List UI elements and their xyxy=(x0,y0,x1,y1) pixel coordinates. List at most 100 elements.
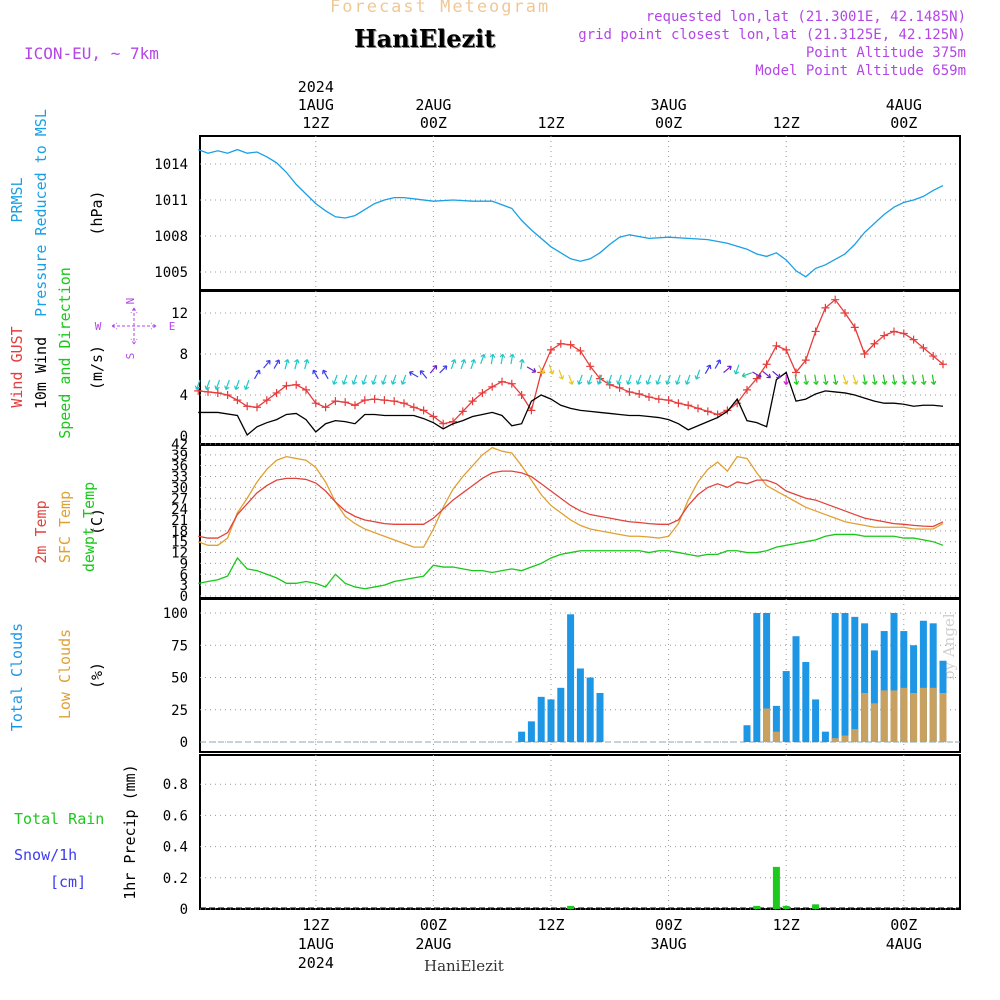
gust-line-marker xyxy=(400,399,408,408)
total-cloud-bar xyxy=(518,731,526,742)
model-label: ICON-EU, ~ 7km xyxy=(24,44,159,63)
gust-line-marker xyxy=(792,368,800,377)
total-cloud-bar xyxy=(576,668,584,742)
gust-line-marker xyxy=(380,396,389,405)
gust-line-marker xyxy=(782,345,791,354)
total-cloud-bar xyxy=(792,636,800,742)
wind-direction-arrow xyxy=(626,374,632,385)
total-cloud-bar xyxy=(890,613,898,742)
y-tick-label: 12 xyxy=(171,306,188,322)
wind-direction-arrow xyxy=(568,374,574,385)
wind-direction-arrow xyxy=(408,370,419,378)
y-tick-label: 39 xyxy=(171,448,188,464)
wind-direction-arrow xyxy=(793,374,800,385)
gust-line-marker xyxy=(233,396,242,405)
bottom-time-label: 3AUG xyxy=(651,935,687,953)
panel-frame-4 xyxy=(199,598,961,753)
dewpoint-line xyxy=(198,533,944,590)
wind-direction-arrow xyxy=(871,374,878,385)
low-cloud-bar xyxy=(900,687,908,742)
gust-line-marker xyxy=(919,343,928,352)
wind-direction-arrow xyxy=(253,369,261,380)
gust-line-marker xyxy=(517,391,526,399)
wind10m-label: 10m Wind xyxy=(32,337,50,409)
dewpt-label: dewpt Temp xyxy=(80,482,98,572)
panel-frame-5 xyxy=(199,754,961,910)
y-axis-label: (C) xyxy=(88,508,106,535)
bottom-time-label: 12Z xyxy=(302,916,329,934)
wind-direction-arrow xyxy=(558,369,565,380)
wind-direction-arrow xyxy=(470,359,476,370)
low-cloud-bar xyxy=(890,690,898,742)
wind-direction-arrow xyxy=(294,358,300,370)
top-time-label: 1AUG xyxy=(298,96,334,114)
top-time-label: 3AUG xyxy=(651,96,687,114)
y-tick-label: 1014 xyxy=(154,157,188,173)
gust-line-marker xyxy=(498,377,506,386)
wind-direction-arrow xyxy=(920,374,927,385)
total-clouds-label: Total Clouds xyxy=(8,623,26,731)
y-tick-label: 24 xyxy=(171,502,188,518)
total-cloud-bar xyxy=(880,631,888,742)
total-cloud-bar xyxy=(919,620,927,742)
y-tick-label: 36 xyxy=(171,459,188,475)
requested-coords: requested lon,lat (21.3001E, 42.1485N) xyxy=(645,9,966,25)
total-cloud-bar xyxy=(527,721,535,742)
low-cloud-bar xyxy=(841,735,849,742)
y-tick-label: 3 xyxy=(180,578,188,594)
total-cloud-bar xyxy=(743,725,751,742)
gust-line-marker xyxy=(654,395,663,404)
low-cloud-bar xyxy=(763,708,771,742)
total-cloud-bar xyxy=(547,699,555,742)
gust-line-marker xyxy=(684,401,693,410)
wind-direction-arrow xyxy=(390,374,397,385)
total-cloud-bar xyxy=(782,671,790,742)
total-cloud-bar xyxy=(586,677,594,742)
total-cloud-bar xyxy=(772,705,780,742)
wind-direction-arrow xyxy=(194,379,201,390)
total-cloud-bar xyxy=(802,662,810,742)
total-cloud-bar xyxy=(861,623,869,742)
sfc-temp-line xyxy=(197,446,944,548)
bottom-time-label: 4AUG xyxy=(886,935,922,953)
wind-direction-arrow xyxy=(224,379,230,390)
gust-line-marker xyxy=(939,360,947,369)
gridpoint-coords: grid point closest lon,lat (21.3125E, 42… xyxy=(578,27,966,43)
y-tick-label: 9 xyxy=(180,556,188,572)
low-cloud-bar xyxy=(919,687,927,742)
wind-direction-arrow xyxy=(714,359,722,369)
wind-direction-arrow xyxy=(762,370,772,379)
y-tick-label: 15 xyxy=(171,535,188,551)
wind-direction-arrow xyxy=(752,371,762,379)
wind-direction-arrow xyxy=(303,358,310,370)
gust-line-marker xyxy=(282,381,291,390)
gust-line-marker xyxy=(850,323,859,332)
wind-direction-arrow xyxy=(361,374,368,385)
gust-line-marker xyxy=(478,388,487,397)
wind-direction-arrow xyxy=(665,374,671,385)
low-cloud-bar xyxy=(939,692,947,742)
wind-direction-arrow xyxy=(351,374,358,385)
bottom-time-label: 1AUG xyxy=(298,935,334,953)
total-cloud-bar xyxy=(929,623,937,742)
y-tick-label: 33 xyxy=(171,470,188,486)
gust-line-marker xyxy=(370,395,379,404)
low-cloud-bar xyxy=(929,687,937,742)
gust-line-marker xyxy=(331,397,340,406)
gust-line-marker xyxy=(635,389,644,398)
gust-line-marker xyxy=(831,295,840,304)
y-tick-label: 0.6 xyxy=(163,808,188,824)
gust-line-marker xyxy=(292,380,301,389)
y-tick-label: 0 xyxy=(180,902,188,918)
wind-direction-arrow xyxy=(723,365,732,374)
y-tick-label: 1008 xyxy=(154,229,188,245)
bottom-time-label: 00Z xyxy=(420,916,447,934)
footer-location: HaniElezit xyxy=(424,957,504,975)
wind-direction-arrow xyxy=(606,374,613,385)
gust-line-marker xyxy=(302,385,310,394)
y-tick-label: 100 xyxy=(163,606,188,622)
speed-direction-label: Speed and Direction xyxy=(56,267,74,439)
gust-line-marker xyxy=(556,339,565,348)
gust-line-marker xyxy=(703,407,712,416)
wind-direction-arrow xyxy=(733,364,740,375)
